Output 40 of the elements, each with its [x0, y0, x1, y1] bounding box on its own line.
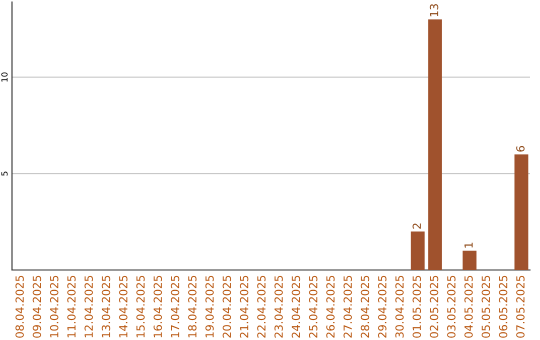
- x-tick-label: 29.04.2025: [378, 276, 386, 338]
- x-tick-label: 27.04.2025: [344, 276, 352, 338]
- x-tick-label: 22.04.2025: [257, 276, 266, 338]
- bar: [462, 250, 476, 270]
- x-tick-label: 06.05.2025: [498, 276, 508, 338]
- x-tick-label: 16.04.2025: [154, 276, 162, 338]
- x-tick-label: 28.04.2025: [360, 276, 370, 338]
- x-tick-label: 24.04.2025: [292, 276, 300, 338]
- x-tick-label: 07.05.2025: [516, 276, 525, 338]
- x-tick-label: 25.04.2025: [308, 276, 318, 338]
- x-tick-label: 04.05.2025: [464, 276, 473, 338]
- x-tick-label: 19.04.2025: [205, 276, 214, 338]
- x-tick-label: 09.04.2025: [32, 276, 42, 338]
- y-tick-label: 5: [1, 172, 8, 176]
- x-tick-label: 20.04.2025: [222, 276, 232, 338]
- data-label: 6: [516, 146, 525, 152]
- bar: [428, 19, 442, 270]
- x-tick-label: 18.04.2025: [188, 276, 197, 338]
- data-label: 1: [464, 242, 473, 248]
- x-tick-label: 02.05.2025: [430, 276, 438, 338]
- x-tick-label: 26.04.2025: [326, 276, 335, 338]
- data-label: 13: [430, 4, 438, 16]
- x-tick-label: 15.04.2025: [136, 276, 145, 338]
- x-tick-label: 17.04.2025: [170, 276, 180, 338]
- bar: [410, 231, 425, 270]
- bar: [514, 154, 528, 270]
- x-tick-label: 23.04.2025: [274, 276, 283, 338]
- data-label: 2: [412, 224, 421, 229]
- x-tick-label: 14.04.2025: [119, 276, 128, 338]
- x-tick-label: 08.04.2025: [15, 276, 24, 338]
- x-tick-label: 11.04.2025: [67, 276, 76, 338]
- x-tick-label: 13.04.2025: [102, 276, 110, 338]
- y-tick-label: 10: [1, 72, 8, 82]
- x-tick-label: 03.05.2025: [447, 276, 456, 338]
- x-tick-label: 05.05.2025: [482, 276, 490, 338]
- x-tick-label: 30.04.2025: [395, 276, 404, 338]
- x-tick-label: 10.04.2025: [50, 276, 58, 338]
- x-tick-label: 01.05.2025: [412, 276, 421, 338]
- x-tick-label: 12.04.2025: [84, 276, 93, 338]
- x-tick-label: 21.04.2025: [240, 276, 248, 338]
